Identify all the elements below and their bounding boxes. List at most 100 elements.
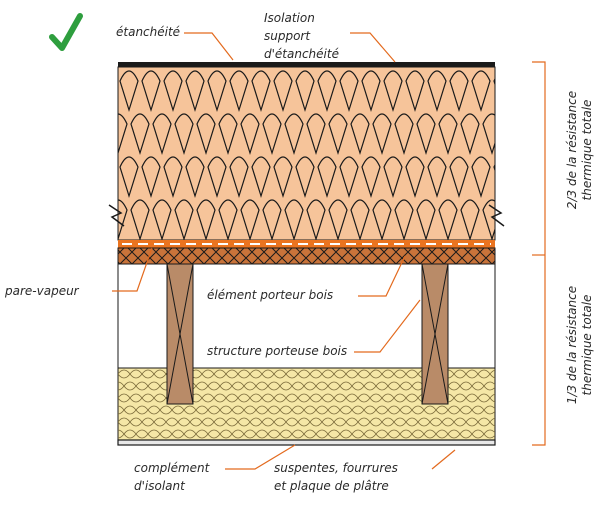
insulation-loop <box>207 70 227 113</box>
mineral-wool-wave <box>502 394 514 402</box>
insulation-loop <box>405 70 425 113</box>
leader-lines <box>112 32 456 470</box>
mineral-wool-wave <box>483 381 495 391</box>
insulation-loop <box>394 113 414 156</box>
vapor-barrier <box>118 240 495 248</box>
insulation-loop <box>218 113 238 156</box>
insulation-loop <box>174 113 194 156</box>
label-resistance-top-line-1: 2/3 de la résistance <box>565 91 579 209</box>
insulation-loop <box>505 200 523 239</box>
insulation-loop <box>152 113 172 156</box>
insulation-loop <box>361 156 381 199</box>
insulation-loop <box>427 156 447 199</box>
insulation-loop <box>438 113 458 156</box>
insulation-loop <box>229 156 249 199</box>
insulation-loop <box>185 156 205 199</box>
label-isolation-line-1: Isolation <box>264 11 315 25</box>
insulation-loop <box>141 70 161 113</box>
label-structure-porteuse: structure porteuse bois <box>207 344 347 358</box>
insulation-loop <box>350 199 370 240</box>
insulation-loop <box>207 156 227 199</box>
insulation-loop <box>218 199 238 240</box>
insulation-loop <box>98 71 116 110</box>
insulation-loop <box>505 114 523 153</box>
insulation-loop <box>416 199 436 240</box>
mineral-wool-wave <box>489 417 495 427</box>
insulation-loop <box>273 156 293 199</box>
mineral-wool-wave <box>489 369 495 379</box>
insulation-loop <box>471 70 491 113</box>
insulation-loop <box>516 71 534 110</box>
label-suspentes-line-2: et plaque de plâtre <box>274 479 389 493</box>
insulation-loop <box>262 113 282 156</box>
insulation-loop <box>306 199 326 240</box>
insulation-loop <box>306 113 326 156</box>
insulation-loop <box>229 70 249 113</box>
insulation-loop <box>339 70 359 113</box>
joist-right <box>421 263 449 405</box>
insulation-loop <box>185 70 205 113</box>
resistance-bracket <box>532 61 546 446</box>
insulation-loop <box>295 156 315 199</box>
break-mark-right <box>488 204 505 227</box>
mineral-wool-wave <box>118 373 119 375</box>
label-pare-vapeur: pare-vapeur <box>4 284 80 298</box>
insulation-loop <box>405 156 425 199</box>
insulation-loop <box>141 156 161 199</box>
label-complement-line-2: d'isolant <box>134 479 186 493</box>
insulation-loop <box>130 113 150 156</box>
insulation-loop <box>119 156 139 199</box>
insulation-loop <box>196 113 216 156</box>
insulation-loop <box>273 70 293 113</box>
plasterboard <box>117 439 496 446</box>
label-element-porteur: élément porteur bois <box>207 288 333 302</box>
insulation-loop <box>449 70 469 113</box>
insulation-loop <box>262 199 282 240</box>
insulation-loop <box>174 199 194 240</box>
insulation-loop <box>372 199 392 240</box>
insulation-loop <box>482 199 495 240</box>
mineral-wool-wave <box>483 429 495 439</box>
insulation-loop <box>130 199 150 240</box>
label-resistance-top-line-2: thermique totale <box>580 100 594 201</box>
insulation-loop <box>295 70 315 113</box>
label-complement-line-1: complément <box>134 461 211 475</box>
insulation-loop <box>328 199 348 240</box>
insulation-loop <box>383 70 403 113</box>
mineral-wool-wave <box>118 421 119 423</box>
break-mark-left <box>108 204 125 227</box>
mineral-wool-wave <box>502 418 514 426</box>
insulation-loop <box>350 113 370 156</box>
insulation-loop <box>493 77 495 87</box>
insulation-loop <box>317 70 337 113</box>
waterproofing-membrane <box>118 62 495 67</box>
insulation-loop <box>438 199 458 240</box>
joist-left <box>166 263 194 405</box>
mineral-wool-wave <box>118 397 119 399</box>
insulation-loop <box>416 113 436 156</box>
insulation-loop <box>449 156 469 199</box>
label-isolation-line-2: support <box>264 29 311 43</box>
insulation-loop <box>251 156 271 199</box>
insulation-loop <box>482 113 495 156</box>
insulation-loop <box>240 113 260 156</box>
insulation-loop <box>339 156 359 199</box>
insulation-loop <box>196 199 216 240</box>
mineral-wool-wave <box>496 382 508 390</box>
label-etancheite: étanchéité <box>116 25 180 39</box>
mineral-wool-wave <box>496 406 508 414</box>
insulation-loop <box>118 199 128 240</box>
insulation-loop <box>460 113 480 156</box>
label-resistance-bottom-line-1: 1/3 de la résistance <box>565 286 579 404</box>
insulation-loop <box>119 70 139 113</box>
insulation-loop <box>284 113 304 156</box>
insulation-loop <box>98 157 116 196</box>
mineral-wool-wave <box>489 393 495 403</box>
insulation-loop <box>460 199 480 240</box>
mineral-wool-wave <box>483 405 495 415</box>
insulation-loop <box>251 70 271 113</box>
insulation-loop <box>284 199 304 240</box>
insulation-loop <box>394 199 414 240</box>
